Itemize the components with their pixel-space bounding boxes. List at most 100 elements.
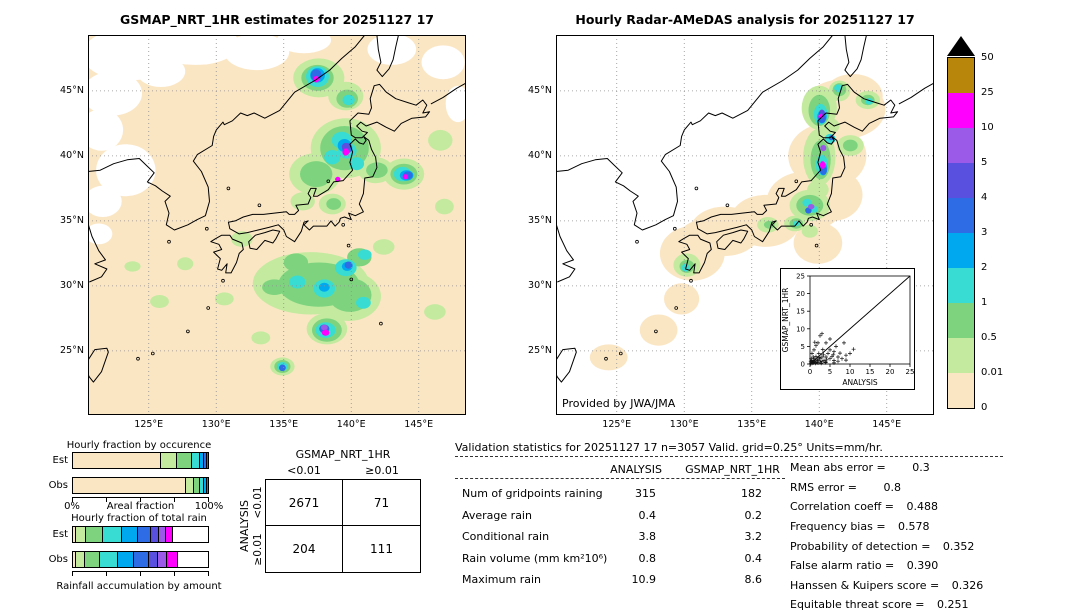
bar-segment: [148, 552, 158, 567]
bar-segment: [166, 527, 173, 542]
bar-segment: [133, 552, 149, 567]
score-far: False alarm ratio = 0.390: [790, 559, 939, 572]
bar-segment: [102, 527, 122, 542]
svg-text:25: 25: [796, 273, 805, 281]
bar-segment: [191, 453, 200, 468]
lat-tick-label: 25°N: [60, 344, 84, 356]
score-hanssen-kuipers: Hanssen & Kuipers score = 0.326: [790, 579, 984, 592]
stats-header-analysis: ANALYSIS: [610, 463, 662, 476]
contingency-cell: 71: [343, 480, 420, 526]
score-pod: Probability of detection = 0.352: [790, 540, 975, 553]
totalrain-bar-obs: [72, 551, 209, 568]
svg-text:15: 15: [796, 308, 805, 316]
svg-text:ANALYSIS: ANALYSIS: [842, 378, 878, 387]
divider: [455, 478, 785, 479]
svg-text:10: 10: [846, 368, 855, 376]
colorbar-tick-label: 2: [981, 262, 988, 273]
colorbar-tick-label: 4: [981, 192, 988, 203]
colorbar-band: [948, 303, 974, 338]
data-credit: Provided by JWA/JMA: [562, 397, 676, 410]
stats-row-label: Conditional rain: [462, 530, 550, 543]
bar-segment: [75, 527, 87, 542]
stats-value-gsmap: 182: [741, 487, 762, 500]
colorbar-band: [948, 268, 974, 303]
gsmap-estimate-map: [79, 23, 471, 415]
contingency-row-title: ANALYSIS: [238, 500, 251, 552]
occurrence-bar-obs: [72, 477, 209, 494]
colorbar-tick-label: 10: [981, 122, 994, 133]
bar-segment: [73, 453, 161, 468]
stats-value-analysis: 3.8: [638, 530, 657, 543]
lat-tick-label: 45°N: [528, 84, 552, 96]
totalrain-bar-est: [72, 526, 209, 543]
colorbar-overflow-triangle: [947, 36, 975, 56]
svg-text:10: 10: [796, 325, 805, 333]
stats-title: Validation statistics for 20251127 17 n=…: [455, 441, 883, 454]
stats-row-label: Average rain: [462, 509, 532, 522]
totalrain-row-label: Obs: [48, 554, 68, 565]
score-correlation: Correlation coeff = 0.488: [790, 500, 938, 513]
bar-segment: [151, 527, 160, 542]
lon-tick-label: 130°E: [201, 419, 231, 430]
rainfall-accumulation-caption: Rainfall accumulation by amount: [56, 581, 222, 592]
lon-tick-label: 135°E: [269, 419, 299, 430]
colorbar-band: [948, 93, 974, 128]
axis-hundred-label: 100%: [194, 501, 224, 512]
colorbar-tick-label: 0.01: [981, 367, 1004, 378]
bar-segment: [159, 527, 167, 542]
colorbar-band: [948, 338, 974, 373]
stats-value-gsmap: 0.2: [744, 509, 763, 522]
bar-segment: [117, 552, 134, 567]
lon-tick-label: 145°E: [872, 419, 902, 430]
inset-scatter-canvas: 00 5 5 10 10 15 15 20 20 25 25 ANALYSIS GSMAP_NRT_1H…: [780, 268, 915, 390]
bar-segment: [86, 527, 103, 542]
totalrain-row-label: Est: [52, 529, 68, 540]
occurrence-row-label: Obs: [48, 480, 68, 491]
bar-segment: [194, 478, 200, 493]
bar-segment: [203, 478, 207, 493]
bar-segment: [199, 453, 204, 468]
lon-tick-label: 130°E: [669, 419, 699, 430]
lat-tick-label: 30°N: [528, 279, 552, 291]
bar-segment: [172, 527, 208, 542]
svg-text:0: 0: [808, 368, 812, 376]
lon-tick-label: 145°E: [404, 419, 434, 430]
axis-zero-label: 0%: [64, 501, 80, 512]
occurrence-chart-title: Hourly fraction by occurence: [66, 440, 212, 451]
lat-tick-label: 35°N: [60, 214, 84, 226]
lat-tick-label: 40°N: [528, 149, 552, 161]
stats-value-analysis: 0.8: [638, 552, 657, 565]
bar-segment: [160, 453, 177, 468]
contingency-col-title: GSMAP_NRT_1HR: [295, 448, 391, 461]
colorbar-band: [948, 198, 974, 233]
divider: [455, 456, 1003, 457]
lat-tick-label: 25°N: [528, 344, 552, 356]
lon-tick-label: 140°E: [336, 419, 366, 430]
contingency-row-label-lt: <0.01: [252, 486, 264, 519]
contingency-row-label-ge: ≥0.01: [252, 533, 264, 566]
stats-header-gsmap: GSMAP_NRT_1HR: [685, 463, 780, 476]
lat-tick-label: 40°N: [60, 149, 84, 161]
stats-row-label: Maximum rain: [462, 573, 541, 586]
score-rms-error: RMS error = 0.8: [790, 481, 901, 494]
colorbar-tick-label: 0: [981, 402, 988, 413]
colorbar-tick-label: 1: [981, 297, 988, 308]
bar-segment: [178, 552, 208, 567]
stats-value-gsmap: 8.6: [744, 573, 763, 586]
bar-segment: [75, 552, 86, 567]
areal-fraction-label: Areal fraction: [106, 501, 175, 512]
lon-tick-label: 125°E: [134, 419, 164, 430]
bar-segment: [167, 552, 179, 567]
colorbar-tick-label: 3: [981, 227, 988, 238]
svg-text:20: 20: [796, 290, 805, 298]
lon-tick-label: 125°E: [602, 419, 632, 430]
bar-segment: [157, 552, 168, 567]
lon-tick-label: 135°E: [737, 419, 767, 430]
bar-segment: [73, 527, 76, 542]
bar-segment: [206, 453, 208, 468]
score-equitable-threat: Equitable threat score = 0.251: [790, 598, 969, 611]
contingency-cell: 204: [266, 526, 343, 572]
stats-value-analysis: 0.4: [638, 509, 657, 522]
bar-segment: [85, 552, 100, 567]
